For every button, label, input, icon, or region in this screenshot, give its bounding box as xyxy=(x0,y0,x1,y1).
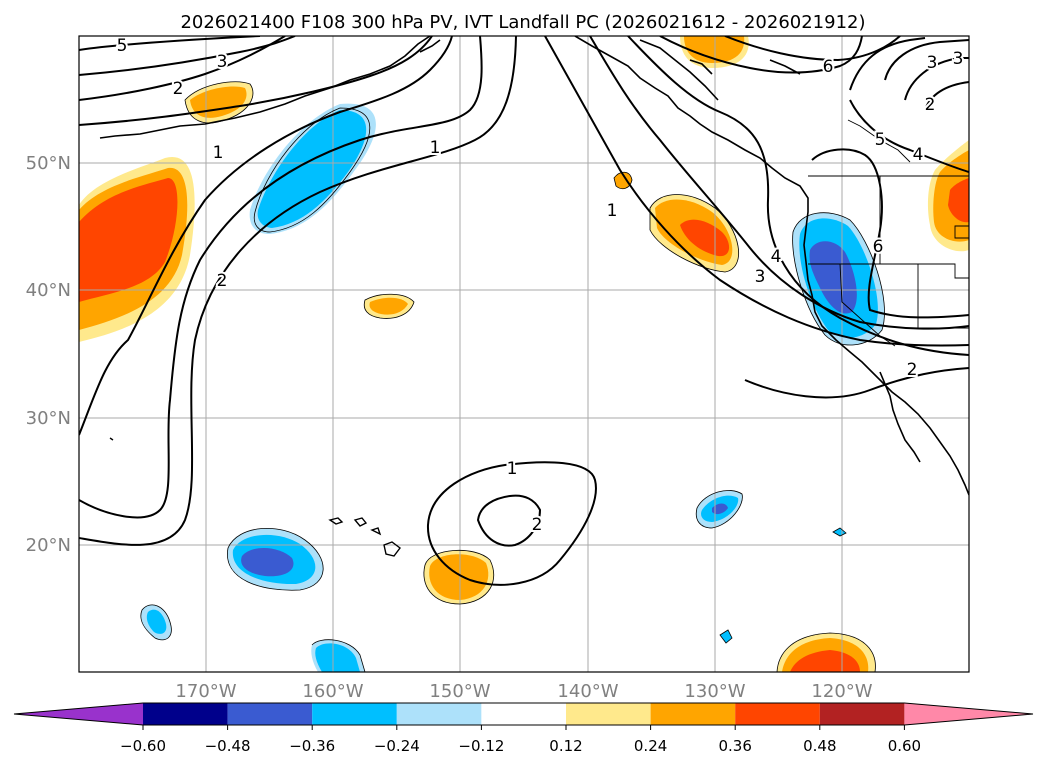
lat-label: 20°N xyxy=(26,535,71,556)
colorbar-tick-label: −0.60 xyxy=(120,737,166,755)
map-background xyxy=(79,36,969,672)
small-island xyxy=(109,437,114,441)
contour-label: 1 xyxy=(430,138,441,158)
colorbar-tick-label: −0.24 xyxy=(374,737,420,755)
colorbar-segment xyxy=(481,703,566,725)
pv-anomaly-negative-tiny-2 xyxy=(833,528,846,536)
contour-label: 5 xyxy=(117,36,128,56)
colorbar-tick-label: −0.36 xyxy=(289,737,335,755)
contour-label: 5 xyxy=(875,130,886,150)
contour-label: 2 xyxy=(907,360,918,380)
colorbar-tick-label: 0.60 xyxy=(888,737,921,755)
contour-label: 6 xyxy=(873,237,884,257)
pv-anomaly-positive-northwest xyxy=(185,81,253,123)
contour-label: 3 xyxy=(953,49,964,69)
contour-label: 4 xyxy=(913,145,924,165)
contour-label: 3 xyxy=(217,52,228,72)
contour-label: 6 xyxy=(823,57,834,77)
contour-label: 4 xyxy=(771,247,782,267)
pv-anomaly-negative-small-east xyxy=(696,490,743,528)
colorbar-ticks xyxy=(142,725,905,730)
pv-anomaly-positive-offshore xyxy=(650,194,739,272)
colorbar-tick-label: 0.12 xyxy=(549,737,582,755)
pv-anomaly-positive-small xyxy=(614,172,632,189)
colorbar-segment xyxy=(227,703,313,725)
contour-label: 2 xyxy=(173,79,184,99)
colorbar-extend-high xyxy=(904,703,1033,725)
colorbar-tick-label: −0.48 xyxy=(205,737,251,755)
colorbar-tick-label: −0.12 xyxy=(458,737,504,755)
contour-label: 1 xyxy=(213,143,224,163)
pv-anomaly-negative-small-southwest xyxy=(140,604,172,640)
colorbar-extend-low xyxy=(14,703,143,725)
lon-label: 120°W xyxy=(811,681,872,702)
colorbar-tick-label: 0.36 xyxy=(718,737,751,755)
colorbar-segment xyxy=(143,703,228,725)
contour-label: 3 xyxy=(927,53,938,73)
pv-anomaly-positive-subtropical xyxy=(423,550,494,604)
colorbar-segment xyxy=(312,703,397,725)
pv-anomaly-negative-subtropical-west xyxy=(227,528,324,591)
lon-label: 130°W xyxy=(684,681,745,702)
colorbar-tick-label: 0.24 xyxy=(634,737,667,755)
pv-anomaly-negative-northwest xyxy=(249,103,376,234)
figure-title: 2026021400 F108 300 hPa PV, IVT Landfall… xyxy=(180,12,865,33)
contour-labels: 5 3 2 1 1 2 1 2 1 3 4 6 6 5 4 3 2 2 3 xyxy=(115,36,966,537)
coastlines xyxy=(99,36,969,496)
contour-label: 2 xyxy=(925,95,936,115)
hawaiian-islands xyxy=(328,517,401,557)
contour-label: 1 xyxy=(607,201,618,221)
lon-label: 140°W xyxy=(557,681,618,702)
contour-label: 2 xyxy=(532,515,543,535)
colorbar-segment xyxy=(650,703,736,725)
colorbar-segment xyxy=(735,703,820,725)
pv-anomaly-positive-west xyxy=(79,156,195,342)
lat-label: 30°N xyxy=(26,408,71,429)
colorbar: −0.60 −0.48 −0.36 −0.24 −0.12 0.12 0.24 … xyxy=(13,702,1034,755)
colorbar-segment xyxy=(566,703,651,725)
lon-label: 160°W xyxy=(302,681,363,702)
graticule xyxy=(79,36,969,672)
lon-label: 170°W xyxy=(175,681,236,702)
contour-label: 1 xyxy=(507,459,518,479)
pv-anomaly-negative-small-south xyxy=(311,639,365,672)
pv-anomaly-outlines xyxy=(140,81,885,672)
lat-label: 40°N xyxy=(26,280,71,301)
pv-contours xyxy=(79,36,969,586)
contour-label: 3 xyxy=(755,267,766,287)
pv-anomaly-positive-north xyxy=(680,36,749,68)
lat-label: 50°N xyxy=(26,153,71,174)
colorbar-segment xyxy=(396,703,482,725)
lon-label: 150°W xyxy=(429,681,490,702)
colorbar-segment xyxy=(819,703,905,725)
pv-anomaly-positive-southeast xyxy=(777,633,876,672)
latitude-labels: 50°N 40°N 30°N 20°N xyxy=(26,153,71,556)
colorbar-tick-label: 0.48 xyxy=(803,737,836,755)
map-frame xyxy=(78,35,970,673)
longitude-labels: 170°W 160°W 150°W 140°W 130°W 120°W xyxy=(175,681,872,702)
colorbar-tick-labels: −0.60 −0.48 −0.36 −0.24 −0.12 0.12 0.24 … xyxy=(120,737,921,755)
pv-anomaly-positive-central xyxy=(364,294,414,319)
contour-label: 2 xyxy=(217,271,228,291)
